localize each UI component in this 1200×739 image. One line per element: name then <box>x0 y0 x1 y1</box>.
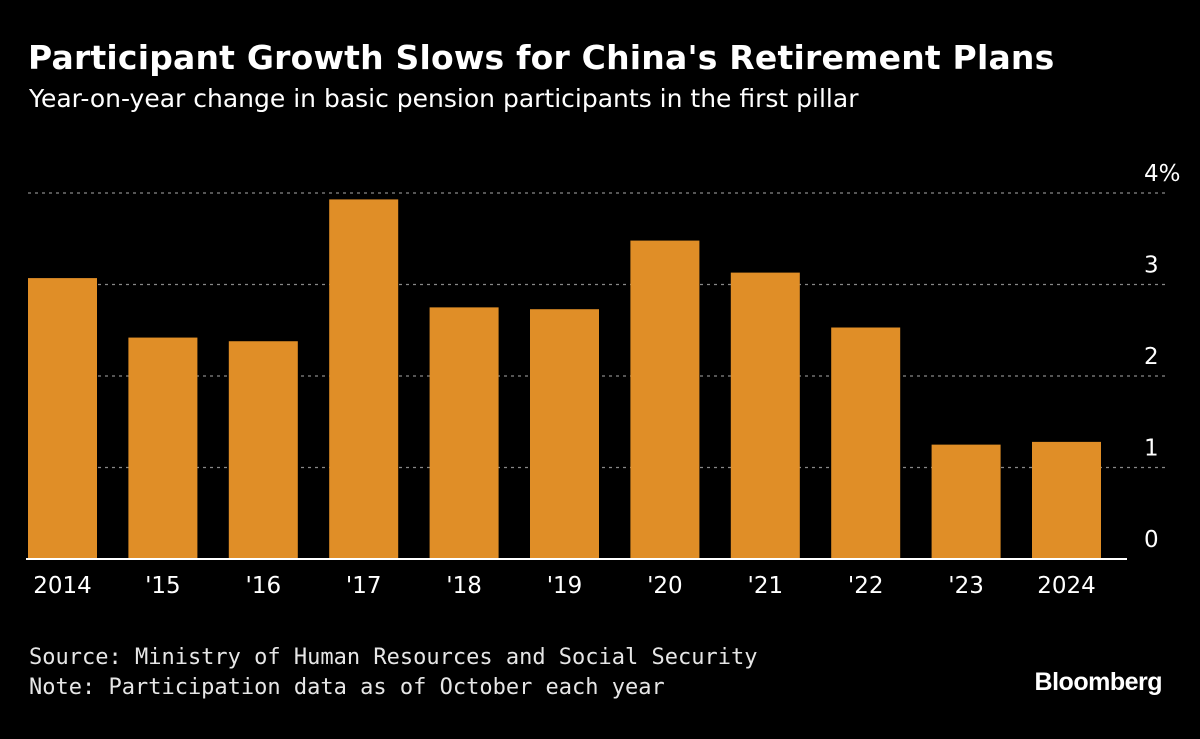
bar-21 <box>730 272 800 559</box>
x-tick-label: '18 <box>446 573 482 599</box>
y-tick-label: 3 <box>1144 253 1159 279</box>
x-tick-label: 2014 <box>33 573 92 599</box>
x-tick-label: '22 <box>848 573 884 599</box>
bar-15 <box>128 337 198 559</box>
x-tick-label: '15 <box>145 573 181 599</box>
footnote: Note: Participation data as of October e… <box>29 675 665 700</box>
bar-2014 <box>28 278 97 559</box>
bar-chart: 4% 3 2 1 0 2014 '15 '16 '17 '18 '19 '20 '21 '22 '23 202… <box>26 161 1181 599</box>
x-tick-label: '16 <box>246 573 282 599</box>
bloomberg-logo: Bloomberg <box>1034 668 1163 696</box>
bar-17 <box>329 199 399 559</box>
bar-2024 <box>1032 441 1101 559</box>
bar-18 <box>429 307 499 559</box>
y-tick-label: 0 <box>1144 527 1159 553</box>
bar-22 <box>831 327 901 559</box>
bar-23 <box>931 444 1001 559</box>
chart-title: Participant Growth Slows for China's Ret… <box>28 38 1055 77</box>
y-tick-label: 2 <box>1144 344 1159 370</box>
x-tick-label: 2024 <box>1037 573 1096 599</box>
bar-20 <box>630 240 700 559</box>
bar-19 <box>530 309 599 559</box>
x-tick-label: '21 <box>748 573 784 599</box>
y-tick-label: 4% <box>1144 161 1181 187</box>
bar-16 <box>228 341 298 559</box>
source-note: Source: Ministry of Human Resources and … <box>29 645 758 670</box>
chart-subtitle: Year-on-year change in basic pension par… <box>29 84 859 113</box>
x-tick-label: '23 <box>948 573 984 599</box>
y-tick-label: 1 <box>1144 436 1159 462</box>
x-tick-label: '17 <box>346 573 382 599</box>
x-tick-label: '20 <box>647 573 683 599</box>
x-tick-label: '19 <box>547 573 583 599</box>
